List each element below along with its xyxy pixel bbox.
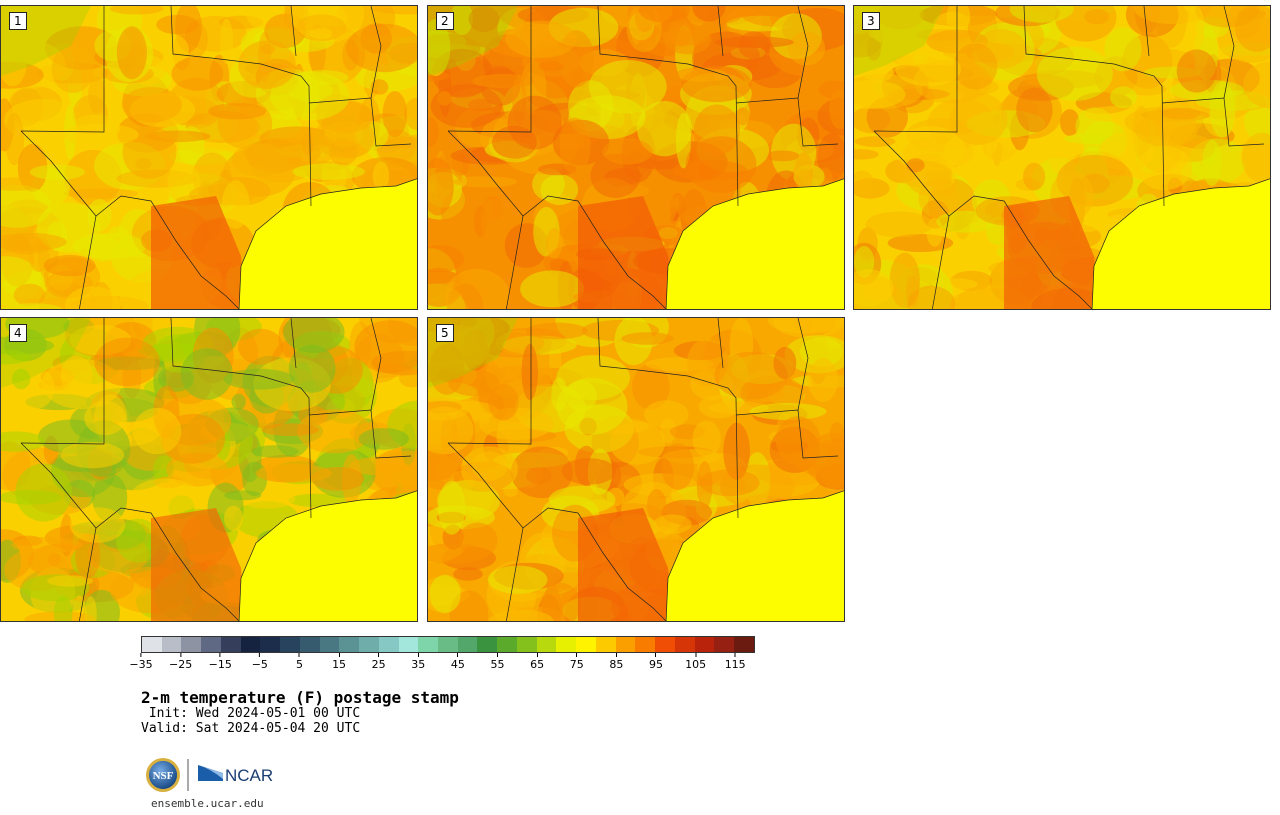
colorbar-segment	[299, 637, 320, 652]
colorbar-tick-label: 5	[296, 653, 303, 671]
colorbar-segment	[378, 637, 399, 652]
ncar-logo-icon: NCAR	[198, 765, 273, 785]
colorbar-segment	[201, 637, 221, 652]
colorbar-segment	[181, 637, 202, 652]
colorbar-segment	[516, 637, 537, 652]
colorbar-segment	[497, 637, 517, 652]
colorbar-segment	[635, 637, 656, 652]
colorbar-segment	[477, 637, 498, 652]
colorbar-segment	[438, 637, 458, 652]
colorbar-segment	[615, 637, 636, 652]
colorbar-segment	[595, 637, 616, 652]
colorbar-tick-label: 95	[649, 653, 663, 671]
colorbar-tick-label: 85	[609, 653, 623, 671]
postage-stamp-panel: 4	[0, 317, 418, 622]
colorbar-segment	[398, 637, 419, 652]
panel-number-label: 4	[9, 324, 27, 342]
colorbar-tick-label: 75	[570, 653, 584, 671]
colorbar-tick-label: 35	[411, 653, 425, 671]
colorbar-segment	[161, 637, 182, 652]
panel-number-label: 3	[862, 12, 880, 30]
panel-number-label: 1	[9, 12, 27, 30]
colorbar-segment	[734, 637, 754, 652]
colorbar-tick-label: −35	[129, 653, 152, 671]
colorbar-segment	[339, 637, 360, 652]
colorbar-segment	[576, 637, 596, 652]
colorbar-segment	[240, 637, 261, 652]
colorbar-tick-label: 15	[332, 653, 346, 671]
colorbar-segment	[556, 637, 577, 652]
colorbar-tick-label: −25	[169, 653, 192, 671]
postage-stamp-panel: 5	[427, 317, 845, 622]
colorbar-segment	[260, 637, 281, 652]
svg-text:NCAR: NCAR	[225, 766, 273, 785]
colorbar-tick-label: 105	[685, 653, 706, 671]
init-time: Init: Wed 2024-05-01 00 UTC	[141, 706, 361, 721]
colorbar-segment	[142, 637, 162, 652]
colorbar-segment	[319, 637, 340, 652]
panel-number-label: 2	[436, 12, 454, 30]
colorbar-segment	[220, 637, 241, 652]
colorbar-tick-label: 115	[725, 653, 746, 671]
colorbar-segment	[457, 637, 478, 652]
colorbar-tick-label: 45	[451, 653, 465, 671]
colorbar-segment	[655, 637, 675, 652]
colorbar-segment	[536, 637, 557, 652]
postage-stamp-panel: 2	[427, 5, 845, 310]
colorbar-tick-label: −5	[252, 653, 268, 671]
svg-text:NSF: NSF	[153, 770, 174, 782]
chart-title: 2-m temperature (F) postage stamp	[141, 688, 459, 707]
postage-stamp-panel: 3	[853, 5, 1271, 310]
website-url: ensemble.ucar.edu	[151, 797, 264, 810]
colorbar-tick-label: −15	[209, 653, 232, 671]
postage-stamp-panel: 1	[0, 5, 418, 310]
colorbar	[141, 636, 755, 653]
colorbar-segment	[714, 637, 735, 652]
valid-time: Valid: Sat 2024-05-04 20 UTC	[141, 721, 361, 736]
colorbar-segment	[694, 637, 715, 652]
colorbar-tick-label: 65	[530, 653, 544, 671]
colorbar-segment	[359, 637, 379, 652]
colorbar-segment	[280, 637, 300, 652]
logos: NSF NCAR	[145, 757, 285, 793]
colorbar-tick-label: 55	[491, 653, 505, 671]
colorbar-ticks: −35 −25 −15 −5 5 15 25 35 45 55 65 75 85 95 105 115	[129, 653, 755, 673]
nsf-logo-icon: NSF	[146, 758, 180, 792]
colorbar-segment	[418, 637, 439, 652]
panel-number-label: 5	[436, 324, 454, 342]
colorbar-segment	[674, 637, 695, 652]
colorbar-tick-label: 25	[372, 653, 386, 671]
